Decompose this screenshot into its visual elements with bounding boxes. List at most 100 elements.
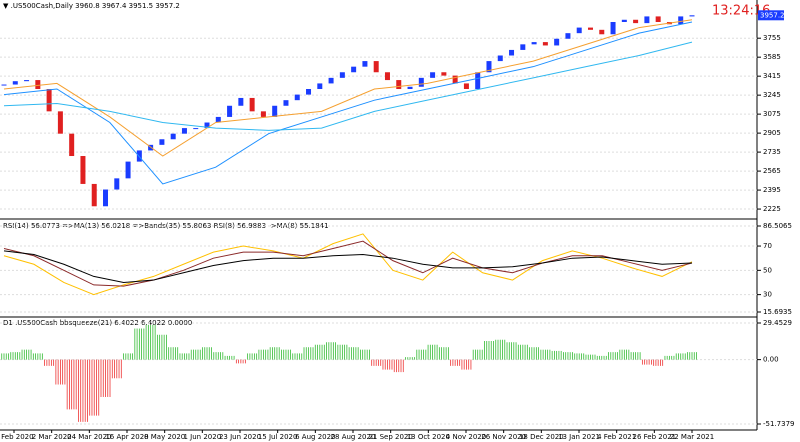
price-bar bbox=[531, 42, 537, 45]
x-tick-label: 1 Jun 2020 bbox=[184, 433, 222, 441]
x-tick-label: 13 Jan 2021 bbox=[558, 433, 600, 441]
y-tick-label: -51.7379 bbox=[763, 420, 794, 428]
price-bar bbox=[610, 22, 616, 35]
price-bar bbox=[215, 116, 221, 123]
price-bar bbox=[294, 94, 300, 101]
price-bar bbox=[306, 89, 312, 95]
price-bar bbox=[554, 38, 560, 46]
price-bar bbox=[227, 105, 233, 117]
price-bar bbox=[520, 44, 526, 50]
price-bar bbox=[317, 83, 323, 90]
price-bar bbox=[565, 33, 571, 39]
price-bar bbox=[441, 72, 447, 76]
x-tick-label: 26 Nov 2020 bbox=[481, 433, 526, 441]
price-bar bbox=[407, 86, 413, 90]
price-bar bbox=[91, 183, 97, 207]
x-tick-label: 18 Dec 2020 bbox=[519, 433, 564, 441]
price-bar bbox=[339, 72, 345, 78]
x-tick-label: 7 Feb 2020 bbox=[0, 433, 34, 441]
price-bar bbox=[193, 128, 199, 130]
price-bar bbox=[159, 139, 165, 145]
price-bar bbox=[509, 49, 515, 56]
price-bar bbox=[238, 97, 244, 106]
y-tick-label: 70 bbox=[763, 242, 772, 250]
x-tick-label: 4 Feb 2021 bbox=[597, 433, 636, 441]
price-bar bbox=[46, 89, 52, 112]
indicator-line bbox=[3, 41, 693, 131]
symbol-header: ▼ .US500Cash,Daily 3960.8 3967.4 3951.5 … bbox=[3, 2, 180, 10]
last-price: 3957.2 bbox=[760, 11, 785, 19]
clock: 13:24:16 bbox=[712, 4, 770, 19]
y-tick-label: 3585 bbox=[763, 53, 781, 61]
price-bar bbox=[283, 100, 289, 106]
x-tick-label: 15 Jul 2020 bbox=[258, 433, 298, 441]
x-tick-label: 2 Mar 2020 bbox=[32, 433, 72, 441]
y-tick-label: 0.00 bbox=[763, 356, 779, 364]
price-bar bbox=[69, 133, 75, 157]
price-bar bbox=[328, 77, 334, 84]
x-tick-label: 22 Mar 2021 bbox=[670, 433, 714, 441]
y-tick-label: 50 bbox=[763, 266, 772, 274]
x-tick-label: 21 Sep 2020 bbox=[368, 433, 412, 441]
x-tick-label: 24 Mar 2020 bbox=[67, 433, 111, 441]
y-tick-label: 2225 bbox=[763, 205, 781, 213]
y-tick-label: 30 bbox=[763, 291, 772, 299]
price-bar bbox=[396, 80, 402, 90]
y-tick-label: 29.4529 bbox=[763, 319, 792, 327]
price-bar bbox=[57, 111, 63, 134]
price-bar bbox=[181, 128, 187, 134]
price-bar bbox=[621, 19, 627, 23]
price-bar bbox=[576, 27, 582, 34]
price-bar bbox=[12, 81, 18, 85]
price-bar bbox=[362, 61, 368, 67]
price-bar bbox=[486, 61, 492, 73]
x-tick-label: 28 Aug 2020 bbox=[331, 433, 376, 441]
indicator-line bbox=[3, 233, 693, 296]
price-bar bbox=[418, 77, 424, 87]
y-tick-label: 15.6935 bbox=[763, 308, 792, 316]
price-bar bbox=[351, 66, 357, 73]
price-bar bbox=[430, 72, 436, 78]
y-tick-label: 3245 bbox=[763, 91, 781, 99]
price-bar bbox=[452, 75, 458, 84]
price-bar bbox=[542, 42, 548, 46]
x-tick-label: 26 Feb 2021 bbox=[633, 433, 677, 441]
price-bar bbox=[103, 189, 109, 207]
price-bar bbox=[1, 84, 7, 86]
indicator-line bbox=[3, 21, 693, 185]
indicator-line bbox=[3, 240, 693, 287]
y-tick-label: 3415 bbox=[763, 72, 781, 80]
y-tick-label: 2905 bbox=[763, 129, 781, 137]
price-bar bbox=[587, 27, 593, 30]
price-bar bbox=[463, 83, 469, 90]
price-bar bbox=[114, 178, 120, 190]
price-bar bbox=[24, 80, 30, 82]
price-bar bbox=[170, 133, 176, 140]
price-bar bbox=[35, 80, 41, 90]
indicator-line bbox=[3, 250, 693, 283]
price-bar bbox=[249, 97, 255, 112]
price-bar bbox=[633, 19, 639, 24]
x-tick-label: 6 Aug 2020 bbox=[295, 433, 335, 441]
price-bar bbox=[272, 105, 278, 117]
price-bar bbox=[125, 161, 131, 179]
last-price-box bbox=[758, 10, 784, 21]
price-bar bbox=[384, 72, 390, 81]
y-tick-label: 3755 bbox=[763, 34, 781, 42]
price-bar bbox=[373, 61, 379, 73]
y-tick-label: 2735 bbox=[763, 148, 781, 156]
price-bar bbox=[689, 15, 695, 17]
price-bar bbox=[497, 55, 503, 62]
y-tick-label: 86.5065 bbox=[763, 222, 792, 230]
price-bar bbox=[80, 156, 86, 184]
x-tick-label: 13 Oct 2020 bbox=[407, 433, 450, 441]
price-bar bbox=[644, 16, 650, 24]
indicator-line bbox=[3, 19, 693, 157]
x-tick-label: 23 Jun 2020 bbox=[219, 433, 261, 441]
x-tick-label: 4 Nov 2020 bbox=[446, 433, 486, 441]
x-tick-label: 16 Apr 2020 bbox=[105, 433, 148, 441]
price-bar bbox=[475, 72, 481, 90]
price-bar bbox=[599, 29, 605, 35]
price-bar bbox=[204, 122, 210, 129]
